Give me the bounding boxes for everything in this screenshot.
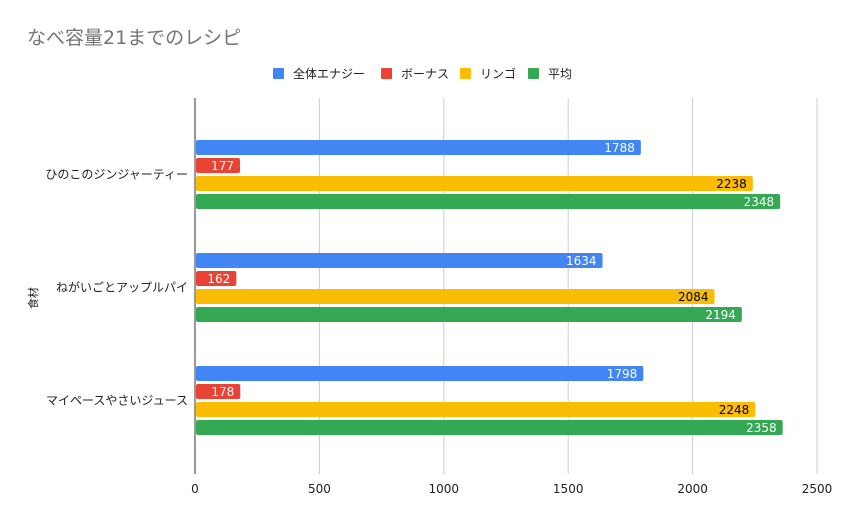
- legend-swatch: [528, 68, 539, 79]
- category-label: ひのこのジンジャーティー: [45, 168, 188, 182]
- legend-label: 平均: [548, 67, 572, 81]
- legend: 全体エナジー ボーナス リンゴ 平均: [273, 66, 572, 81]
- category-label: マイペースやさいジュース: [46, 394, 188, 408]
- x-tick-label: 1000: [429, 482, 460, 496]
- legend-swatch: [460, 68, 471, 79]
- bar: [196, 158, 241, 173]
- bar-value-label: 162: [207, 272, 230, 286]
- bar-value-label: 2358: [746, 421, 777, 435]
- bar: [196, 140, 641, 155]
- category-label: ねがいごとアップルパイ: [56, 280, 188, 295]
- bar: [196, 384, 241, 399]
- bar: [196, 307, 742, 322]
- bar-value-label: 2084: [678, 290, 709, 304]
- bar: [196, 289, 715, 304]
- legend-swatch: [273, 68, 284, 79]
- bar-value-label: 2238: [716, 177, 747, 191]
- bar: [196, 420, 783, 435]
- bar-value-label: 178: [211, 385, 234, 399]
- x-tick-label: 2000: [677, 482, 708, 496]
- bar-value-label: 2194: [705, 308, 736, 322]
- bar-value-label: 1798: [607, 367, 638, 381]
- bar: [196, 271, 237, 286]
- bar: [196, 194, 781, 209]
- bar-value-label: 177: [211, 159, 234, 173]
- tick-labels: 0 500 1000 1500 2000 2500: [191, 482, 832, 496]
- legend-label: 全体エナジー: [293, 66, 365, 81]
- bar: [196, 253, 603, 268]
- bar: [196, 402, 756, 417]
- chart-title: なべ容量21までのレシピ: [27, 27, 241, 49]
- bar-value-label: 2348: [744, 195, 775, 209]
- x-tick-label: 1500: [553, 482, 584, 496]
- x-tick-label: 500: [308, 482, 331, 496]
- x-tick-label: 2500: [802, 482, 833, 496]
- y-axis-title: 食材: [26, 287, 40, 309]
- bar: [196, 176, 753, 191]
- legend-swatch: [381, 68, 392, 79]
- bar-value-label: 1788: [604, 141, 635, 155]
- bar-value-label: 1634: [566, 254, 597, 268]
- x-tick-label: 0: [191, 482, 199, 496]
- bar: [196, 366, 644, 381]
- bar-value-label: 2248: [719, 403, 750, 417]
- legend-label: ボーナス: [401, 67, 449, 81]
- legend-label: リンゴ: [480, 66, 516, 81]
- bars: 1788 177 2238 2348 1634 162 2084 2194 1798 178 224…: [196, 140, 783, 435]
